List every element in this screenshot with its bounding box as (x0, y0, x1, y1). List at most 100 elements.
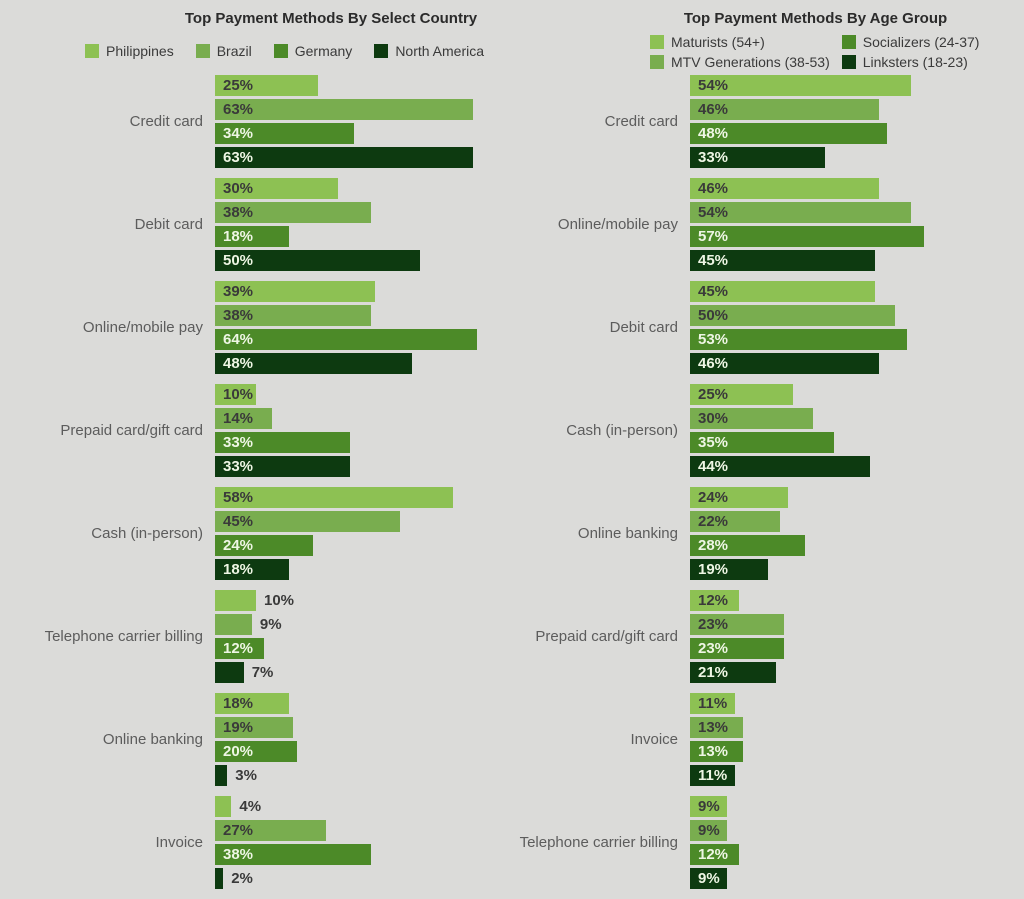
chart-country-bars: Credit card 25% 63% 34% 63% Debit card 30% 38% 1… (0, 75, 512, 899)
legend-item-north-america: North America (374, 43, 484, 59)
bar-row: 45% (690, 281, 907, 302)
bar-row: 46% (690, 99, 911, 120)
bar-value-label: 53% (698, 331, 729, 348)
legend-label: Germany (294, 43, 353, 59)
bar-value-label: 22% (698, 513, 729, 530)
legend-label: Philippines (106, 43, 174, 59)
chart-payment-methods-by-country: Top Payment Methods By Select Country Ph… (0, 0, 512, 890)
bars: 45% 50% 53% 46% (690, 281, 908, 374)
bar-row: 12% (690, 590, 784, 611)
bar-value-label: 24% (223, 537, 254, 554)
bar-mtv-generations-38-53: 23% (690, 614, 785, 635)
legend-item-linksters-18-23: Linksters (18-23) (841, 54, 980, 70)
bar-row: 53% (690, 329, 908, 350)
bar-row: 45% (690, 250, 924, 271)
bar-value-label: 18% (223, 228, 254, 245)
legend-swatch-mtv-generations-38-53 (650, 55, 664, 69)
bar-socializers-24-37: 48% (690, 123, 887, 144)
category-label: Telephone carrier billing (519, 834, 678, 851)
bar-value-label: 27% (223, 822, 254, 839)
legend-item-maturists-54: Maturists (54+) (650, 34, 830, 50)
bar-row: 33% (215, 456, 351, 477)
bar-row: 44% (690, 456, 871, 477)
bar-brazil: 14% (215, 408, 273, 429)
bar-value-label: 45% (698, 252, 729, 269)
bar-value-label: 50% (698, 307, 729, 324)
legend-swatch-north-america (374, 44, 389, 58)
legend-label: Socializers (24-37) (862, 34, 980, 50)
bar-value-label: 63% (223, 101, 254, 118)
bar-value-label: 9% (698, 822, 720, 839)
bar-mtv-generations-38-53: 9% (690, 820, 727, 841)
bar-value-label: 33% (223, 458, 254, 475)
bar-value-label: 19% (223, 719, 254, 736)
category-label: Debit card (609, 319, 678, 336)
chart-age-legend: Maturists (54+) MTV Generations (38-53) So… (650, 34, 979, 70)
bar-philippines: 30% (215, 178, 338, 199)
bar-row: 64% (215, 329, 478, 350)
bar-germany: 24% (215, 535, 314, 556)
bars: 11% 13% 13% 11% (690, 693, 744, 786)
bar-value-label: 45% (223, 513, 254, 530)
bar-maturists-54: 46% (690, 178, 879, 199)
bar-row: 19% (215, 717, 297, 738)
bar-value-label: 12% (223, 640, 254, 657)
bar-group-online-banking: Online banking 18% 19% 20% 3% (0, 693, 512, 786)
bar-row: 54% (690, 202, 924, 223)
bar-north-america: 18% (215, 559, 289, 580)
bar-row: 25% (215, 75, 473, 96)
bar-row: 48% (215, 353, 477, 374)
bar-philippines: 18% (215, 693, 289, 714)
bar-row: 11% (690, 693, 743, 714)
bar-row: 46% (690, 178, 924, 199)
bar-row: 2% (215, 868, 371, 889)
bar-row: 18% (215, 226, 420, 247)
bar-north-america: 48% (215, 353, 412, 374)
bar-germany: 64% (215, 329, 478, 350)
bar-value-label: 58% (223, 489, 254, 506)
category-label: Online banking (102, 731, 203, 748)
bar-value-label: 7% (251, 664, 274, 681)
bar-maturists-54: 12% (690, 590, 740, 611)
bar-linksters-18-23: 9% (690, 868, 727, 889)
bar-row: 24% (215, 535, 453, 556)
bar-socializers-24-37: 23% (690, 638, 785, 659)
bar-row: 63% (215, 147, 474, 168)
bar-value-label: 33% (223, 434, 254, 451)
bar-value-label: 57% (698, 228, 729, 245)
bar-value-label: 2% (231, 870, 253, 887)
bar-row: 9% (690, 796, 739, 817)
bar-value-label: 33% (698, 149, 729, 166)
bar-value-label: 21% (698, 664, 729, 681)
bar-brazil (215, 614, 252, 635)
category-label: Online/mobile pay (82, 319, 203, 336)
legend-item-philippines: Philippines (85, 43, 174, 59)
bar-group-cash-in-person: Cash (in-person) 58% 45% 24% 18% (0, 487, 512, 580)
bars: 12% 23% 23% 21% (690, 590, 785, 683)
bar-row: 22% (690, 511, 805, 532)
category-label: Prepaid card/gift card (535, 628, 678, 645)
bar-row: 35% (690, 432, 870, 453)
bars: 30% 38% 18% 50% (215, 178, 420, 271)
bar-mtv-generations-38-53: 30% (690, 408, 813, 429)
bar-group-prepaid-card-gift-card: Prepaid card/gift card 10% 14% 33% 33% (0, 384, 512, 477)
bar-brazil: 63% (215, 99, 474, 120)
bar-row: 19% (690, 559, 805, 580)
bars: 54% 46% 48% 33% (690, 75, 912, 168)
bar-maturists-54: 24% (690, 487, 789, 508)
bar-value-label: 19% (698, 561, 729, 578)
bar-value-label: 12% (698, 592, 729, 609)
bar-row: 11% (690, 765, 743, 786)
bar-row: 10% (215, 590, 294, 611)
bar-maturists-54: 54% (690, 75, 912, 96)
bar-group-telephone-carrier-billing: Telephone carrier billing 10% 9% 12% 7% (0, 590, 512, 683)
bar-linksters-18-23: 11% (690, 765, 736, 786)
category-label: Telephone carrier billing (44, 628, 203, 645)
bar-value-label: 54% (698, 77, 729, 94)
bar-row: 23% (690, 614, 785, 635)
bar-north-america (215, 662, 244, 683)
bar-value-label: 48% (698, 125, 729, 142)
legend-label: Brazil (216, 43, 252, 59)
bar-value-label: 18% (223, 561, 254, 578)
bar-row: 38% (215, 844, 371, 865)
